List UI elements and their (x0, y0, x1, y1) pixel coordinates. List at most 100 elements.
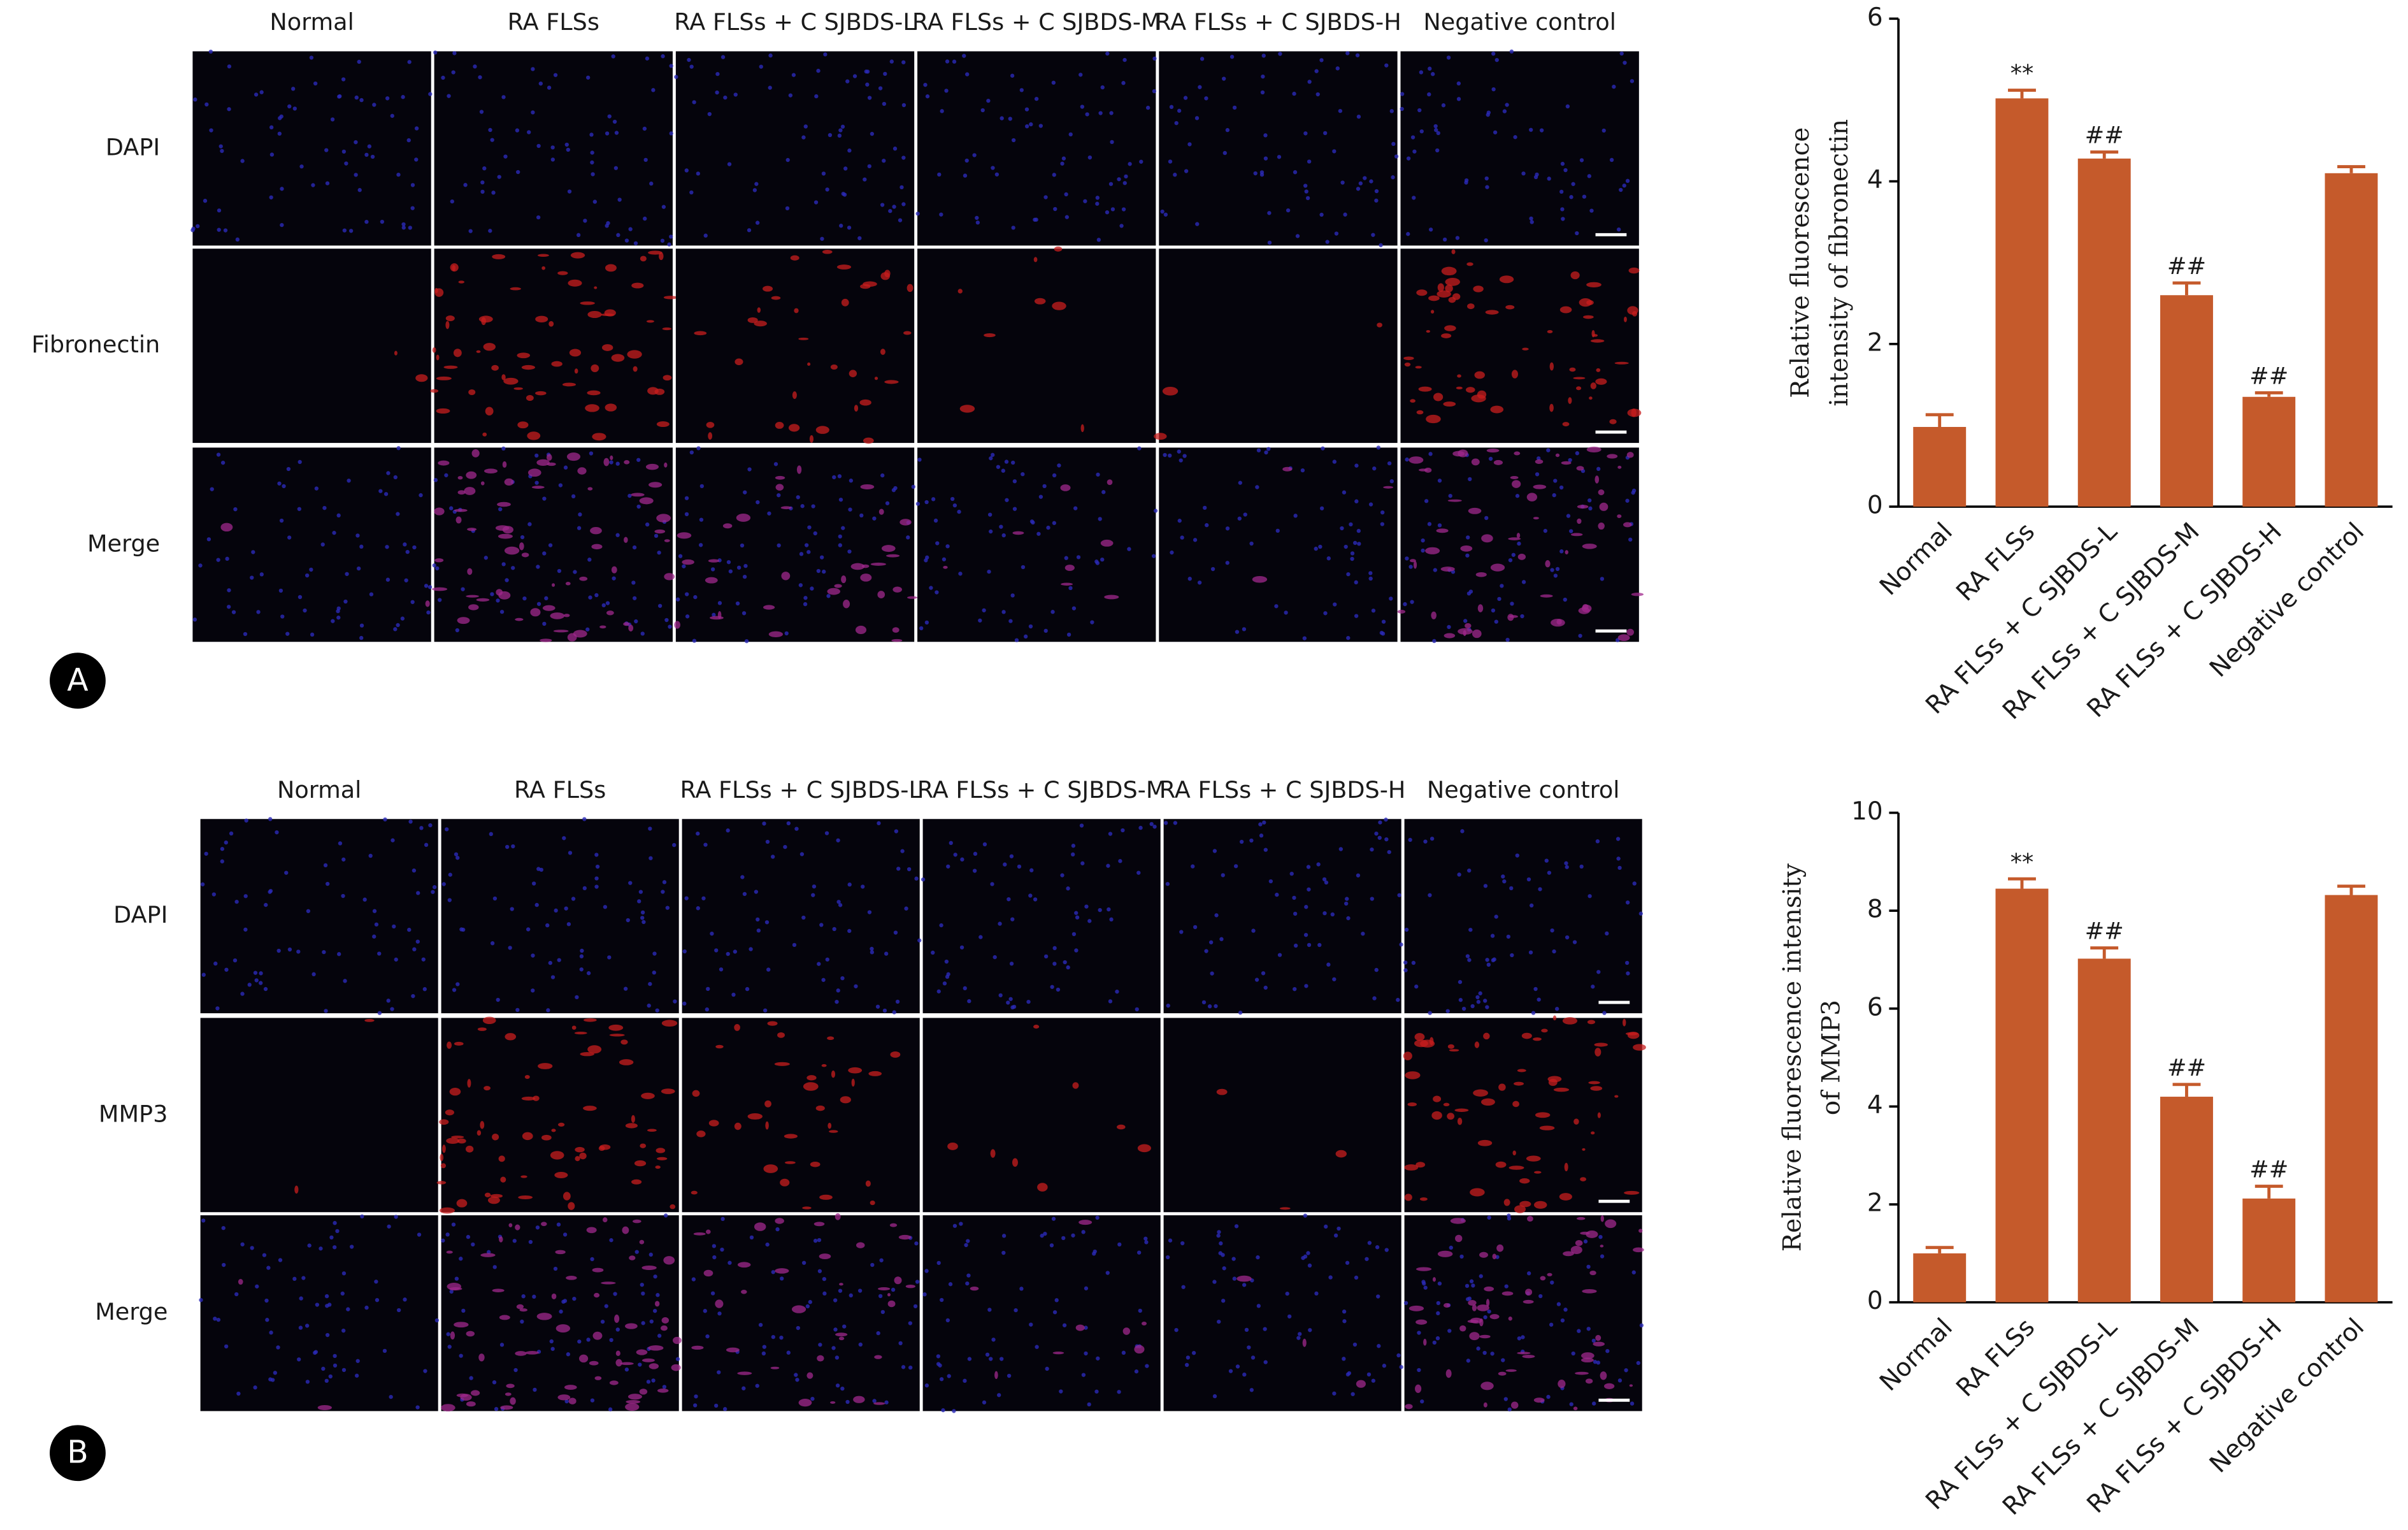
nucleus-dot (749, 947, 753, 951)
nucleus-dot (931, 950, 935, 955)
y-tick-label: 4 (1867, 1091, 1883, 1120)
stain-blob (525, 1351, 540, 1355)
nucleus-dot (795, 1378, 799, 1382)
nucleus-dot (821, 978, 826, 982)
nucleus-dot (1483, 1315, 1487, 1320)
nucleus-dot (810, 1396, 815, 1401)
nucleus-dot (637, 899, 641, 904)
nucleus-dot (1417, 1368, 1421, 1373)
stain-blob (878, 509, 884, 515)
nucleus-dot (717, 1370, 721, 1375)
nucleus-dot (1010, 460, 1015, 465)
nucleus-dot (1009, 962, 1014, 966)
image-background (192, 447, 431, 642)
nucleus-dot (1117, 1242, 1122, 1247)
nucleus-dot (1177, 108, 1182, 113)
image-tile (1163, 818, 1403, 1015)
nucleus-dot (253, 1385, 257, 1390)
nucleus-dot (939, 1377, 944, 1382)
nucleus-dot (452, 988, 457, 992)
nucleus-dot (528, 1239, 533, 1245)
nucleus-dot (1319, 506, 1324, 510)
nucleus-dot (648, 826, 652, 831)
stain-blob (1503, 1199, 1510, 1206)
nucleus-dot (433, 50, 438, 55)
nucleus-dot (1050, 610, 1055, 614)
stain-blob (1585, 1378, 1593, 1384)
nucleus-dot (269, 152, 275, 157)
y-tick-label: 2 (1867, 328, 1883, 357)
significance-mark: ## (2085, 122, 2124, 149)
stain-blob (640, 1143, 647, 1148)
nucleus-dot (1505, 637, 1510, 642)
stain-blob (1054, 246, 1063, 252)
stain-blob (715, 1299, 724, 1308)
nucleus-dot (1197, 581, 1202, 585)
column-header: RA FLSs + C SJBDS-L (680, 776, 922, 804)
stain-blob (661, 1088, 675, 1094)
nucleus-dot (1526, 877, 1531, 882)
stain-blob (546, 454, 552, 461)
column-header: Negative control (1423, 8, 1616, 36)
nucleus-dot (962, 54, 966, 58)
nucleus-dot (1209, 940, 1214, 944)
stain-blob (829, 1130, 838, 1133)
nucleus-dot (403, 542, 407, 547)
nucleus-dot (307, 1243, 312, 1248)
stain-blob (708, 559, 720, 563)
nucleus-dot (1559, 189, 1564, 194)
stain-blob (555, 1250, 566, 1255)
stain-blob (466, 471, 477, 479)
stain-blob (1356, 1380, 1366, 1388)
nucleus-dot (424, 584, 429, 588)
bar (1995, 888, 2049, 1303)
nucleus-dot (227, 107, 231, 112)
stain-blob (1508, 1316, 1512, 1321)
nucleus-dot (1531, 1011, 1536, 1015)
nucleus-dot (192, 617, 197, 622)
stain-blob (788, 424, 800, 432)
stain-blob (1498, 1083, 1506, 1091)
stain-blob (574, 368, 578, 374)
nucleus-dot (689, 190, 694, 195)
nucleus-dot (640, 916, 645, 920)
stain-blob (569, 349, 582, 357)
stain-blob (899, 519, 912, 526)
nucleus-dot (259, 572, 264, 577)
nucleus-dot (1376, 1294, 1380, 1299)
nucleus-dot (571, 494, 576, 498)
nucleus-dot (991, 1338, 996, 1342)
nucleus-dot (266, 1266, 271, 1270)
nucleus-dot (914, 876, 919, 881)
nucleus-dot (1483, 884, 1488, 888)
nucleus-dot (1053, 206, 1057, 212)
stain-blob (994, 1371, 998, 1380)
nucleus-dot (227, 588, 231, 593)
nucleus-dot (1445, 1009, 1450, 1013)
nucleus-dot (924, 620, 929, 625)
nucleus-dot (1404, 927, 1409, 932)
stain-blob (757, 307, 761, 313)
stain-blob (1052, 301, 1066, 310)
column-header: RA FLSs + C SJBDS-H (1155, 8, 1401, 36)
nucleus-dot (1165, 881, 1170, 886)
stain-blob (500, 1176, 506, 1183)
nucleus-dot (614, 131, 619, 135)
nucleus-dot (1354, 499, 1359, 503)
stain-blob (1467, 303, 1475, 310)
nucleus-dot (1378, 820, 1382, 825)
nucleus-dot (193, 97, 197, 102)
nucleus-dot (1261, 971, 1266, 976)
stain-blob (500, 1405, 513, 1410)
nucleus-dot (880, 473, 885, 478)
stain-blob (614, 1314, 620, 1323)
nucleus-dot (710, 1291, 715, 1295)
nucleus-dot (1237, 516, 1242, 521)
stain-blob (854, 405, 859, 412)
nucleus-dot (1483, 999, 1487, 1003)
significance-mark: ** (2010, 60, 2034, 87)
nucleus-dot (213, 961, 218, 966)
stain-blob (1474, 371, 1485, 379)
stain-blob (1426, 330, 1431, 333)
image-background (1404, 819, 1642, 1014)
